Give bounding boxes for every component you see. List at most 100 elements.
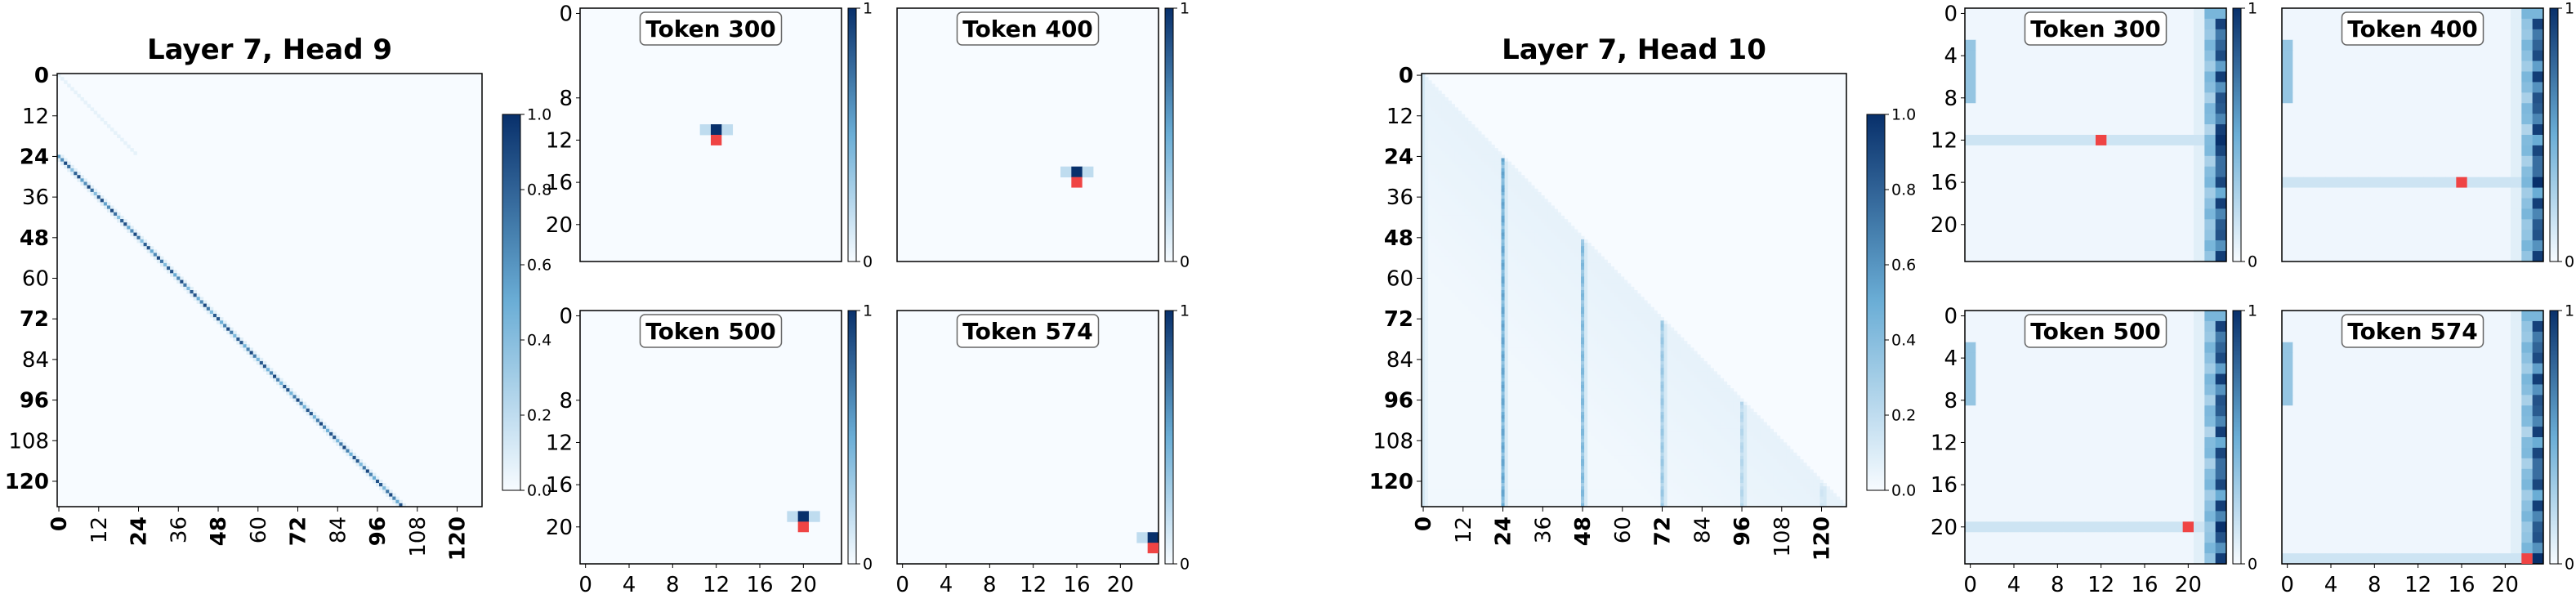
main-heatmap-cell xyxy=(1484,145,1488,149)
main-heatmap-cell xyxy=(1478,162,1481,166)
main-heatmap-cell xyxy=(1568,314,1571,318)
main-heatmap-cell xyxy=(1541,226,1544,230)
main-heatmap-cell xyxy=(1481,314,1484,318)
main-heatmap-cell xyxy=(70,87,74,92)
main-heatmap-cell xyxy=(1494,300,1498,304)
main-heatmap-cell xyxy=(1441,94,1444,98)
main-heatmap-cell xyxy=(1534,337,1538,342)
main-heatmap-cell xyxy=(1694,385,1697,389)
main-heatmap-cell xyxy=(1547,233,1551,237)
main-heatmap-cell xyxy=(1534,260,1538,264)
main-heatmap-cell xyxy=(1505,219,1508,223)
main-heatmap-cell xyxy=(1508,212,1511,217)
main-heatmap-cell xyxy=(1508,243,1511,247)
main-heatmap-cell xyxy=(1637,307,1641,311)
main-heatmap-cell xyxy=(1525,300,1528,304)
main-heatmap-cell xyxy=(1502,226,1505,230)
main-heatmap-cell xyxy=(1574,290,1578,294)
main-heatmap-cell xyxy=(1618,358,1621,362)
main-heatmap-cell xyxy=(1475,236,1478,240)
main-heatmap-cell xyxy=(1511,297,1515,301)
main-heatmap-cell xyxy=(1571,317,1574,321)
main-heatmap-cell xyxy=(1584,361,1587,365)
x-tick-label: 16 xyxy=(746,573,773,596)
main-heatmap-cell xyxy=(1614,355,1618,359)
main-heatmap-cell xyxy=(1449,124,1452,128)
main-heatmap-cell xyxy=(1511,328,1515,332)
main-heatmap-cell xyxy=(1462,347,1465,351)
main-heatmap-cell xyxy=(1431,212,1435,217)
main-heatmap-cell xyxy=(1650,311,1654,315)
main-heatmap-cell xyxy=(1608,337,1611,342)
main-heatmap-cell xyxy=(1561,307,1565,311)
main-heatmap-cell xyxy=(1555,320,1558,324)
main-heatmap-cell xyxy=(1478,175,1481,179)
main-heatmap-cell xyxy=(1568,371,1571,375)
main-heatmap-cell xyxy=(1494,236,1498,240)
main-heatmap-cell xyxy=(1444,209,1448,213)
main-heatmap-cell xyxy=(1531,253,1534,257)
main-title: Layer 7, Head 9 xyxy=(147,34,392,66)
main-heatmap-cell xyxy=(1441,127,1444,132)
main-heatmap-cell xyxy=(303,409,306,413)
main-heatmap-cell xyxy=(1425,118,1428,122)
main-heatmap-cell xyxy=(1449,151,1452,155)
main-heatmap-cell xyxy=(1428,111,1431,115)
main-heatmap-cell xyxy=(120,219,123,223)
y-tick-label: 16 xyxy=(546,473,573,498)
main-heatmap-cell xyxy=(1425,290,1428,294)
main-heatmap-cell xyxy=(286,385,289,389)
main-heatmap-cell xyxy=(1634,300,1637,304)
main-heatmap-cell xyxy=(1697,364,1700,369)
main-heatmap-cell xyxy=(1538,290,1541,294)
main-heatmap-cell xyxy=(1581,331,1584,335)
main-heatmap-cell xyxy=(1508,344,1511,348)
main-heatmap-cell xyxy=(1571,355,1574,359)
main-heatmap-cell xyxy=(1565,304,1568,308)
main-heatmap-cell xyxy=(1449,135,1452,139)
main-heatmap-cell xyxy=(1521,273,1525,277)
main-heatmap-cell xyxy=(359,459,363,463)
main-heatmap-cell xyxy=(1444,219,1448,223)
main-heatmap-cell xyxy=(1518,212,1521,217)
main-heatmap-cell xyxy=(1568,361,1571,365)
main-heatmap-cell xyxy=(1591,297,1594,301)
main-heatmap-cell xyxy=(1441,148,1444,152)
main-heatmap-cell xyxy=(77,178,80,182)
main-heatmap-cell xyxy=(1621,307,1624,311)
main-heatmap-cell xyxy=(1571,287,1574,291)
main-heatmap-cell xyxy=(1425,371,1428,375)
main-heatmap-cell xyxy=(1458,293,1462,297)
main-heatmap-cell xyxy=(1631,344,1634,348)
main-heatmap-cell xyxy=(120,222,123,226)
main-heatmap-cell xyxy=(1624,290,1627,294)
main-heatmap-cell xyxy=(1534,290,1538,294)
main-heatmap-cell xyxy=(1462,385,1465,389)
main-heatmap-cell xyxy=(1488,358,1491,362)
main-heatmap-cell xyxy=(1428,101,1431,105)
main-heatmap-cell xyxy=(1498,253,1501,257)
main-heatmap-cell xyxy=(1631,293,1634,297)
main-heatmap-cell xyxy=(1441,257,1444,261)
main-heatmap-cell xyxy=(1574,341,1578,345)
main-heatmap-cell xyxy=(1558,216,1561,220)
main-heatmap-cell xyxy=(1471,344,1475,348)
main-heatmap-cell xyxy=(157,257,160,261)
main-heatmap-cell xyxy=(1581,260,1584,264)
main-heatmap-cell xyxy=(1681,375,1684,379)
main-heatmap-cell xyxy=(1468,121,1471,125)
main-heatmap-cell xyxy=(1435,159,1438,163)
main-heatmap-cell xyxy=(1558,382,1561,386)
main-heatmap-cell xyxy=(1452,138,1455,142)
main-heatmap-cell xyxy=(1458,151,1462,155)
main-heatmap-cell xyxy=(1491,337,1494,342)
main-heatmap-cell xyxy=(1491,324,1494,328)
main-heatmap-cell xyxy=(1538,358,1541,362)
main-heatmap-cell xyxy=(1471,202,1475,206)
y-tick-label: 84 xyxy=(22,348,49,373)
main-heatmap-cell xyxy=(1544,239,1547,244)
main-heatmap-cell xyxy=(1637,331,1641,335)
main-heatmap-cell xyxy=(1471,304,1475,308)
main-heatmap-cell xyxy=(1471,257,1475,261)
main-heatmap-cell xyxy=(1471,178,1475,182)
